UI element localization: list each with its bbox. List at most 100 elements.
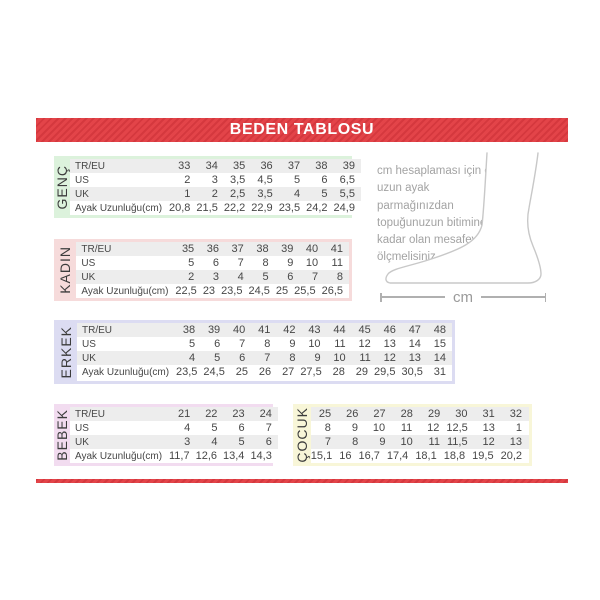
size-cell: 35 (181, 243, 195, 255)
size-cell: 5 (211, 422, 218, 434)
size-cell: 1 (184, 188, 191, 200)
size-cell: 31 (482, 408, 495, 420)
size-cell: 25 (235, 366, 248, 378)
size-cell: 23 (202, 285, 216, 297)
row-label: TR/EU (75, 408, 105, 420)
row-values: 25 26 27 28 29 30 31 32 (311, 408, 529, 420)
size-cell: 47 (408, 324, 421, 336)
size-cell: 10 (308, 338, 321, 350)
size-cell: 10 (305, 257, 319, 269)
size-cell: 18,8 (443, 450, 466, 462)
size-cell: 13 (383, 338, 396, 350)
cm-measure-line: cm (380, 289, 546, 305)
size-cell: 3 (211, 174, 218, 186)
table-row: 8 9 10 11 12 12,5 13 1 (311, 421, 529, 435)
size-cell: 1 (515, 422, 522, 434)
measure-tick-left (380, 292, 382, 302)
size-table-genc: TR/EU 33 34 35 36 37 38 39 US 2 3 3,5 4,5 5 6 6,5 UK… (70, 159, 361, 215)
table-row: TR/EU 21 22 23 24 (70, 407, 278, 421)
row-values: 11,7 12,6 13,4 14,3 (169, 450, 278, 462)
section-label-text: GENÇ (54, 164, 70, 210)
size-cell: 3 (212, 271, 219, 283)
measure-line-segment (481, 296, 545, 298)
size-cell: 6 (265, 436, 272, 448)
size-table-cocuk: 25 26 27 28 29 30 31 32 8 9 10 11 12 12,5 13 1 7 8 9 10 11… (310, 407, 529, 463)
size-cell: 2,5 (229, 188, 246, 200)
size-cell: 11 (331, 257, 343, 269)
size-cell: 39 (342, 160, 355, 172)
size-cell: 11,7 (169, 450, 190, 462)
size-cell: 4 (293, 188, 301, 200)
size-cell: 35 (233, 160, 246, 172)
size-cell: 12 (427, 422, 440, 434)
size-cell: 14 (433, 352, 447, 364)
size-cell: 33 (178, 160, 191, 172)
size-cell: 9 (314, 352, 321, 364)
size-cell: 48 (433, 324, 447, 336)
size-cell: 5 (321, 188, 328, 200)
size-cell: 16 (339, 450, 352, 462)
section-label-text: ERKEK (57, 325, 74, 379)
size-cell: 5 (188, 257, 195, 269)
size-cell: 6 (287, 271, 294, 283)
size-cell: 19,5 (472, 450, 494, 462)
size-cell: 25 (275, 285, 289, 297)
size-cell: 6 (321, 174, 328, 186)
row-values: 5 6 7 8 9 10 11 12 13 14 15 (176, 338, 452, 350)
size-cell: 14,3 (250, 450, 272, 462)
size-cell: 5,5 (339, 188, 355, 200)
size-cell: 30,5 (401, 366, 423, 378)
size-cell: 6 (214, 338, 221, 350)
section-label-text: BEBEK (54, 409, 70, 461)
size-cell: 21 (177, 408, 191, 420)
row-label: US (75, 174, 89, 186)
size-cell: 29 (427, 408, 441, 420)
size-cell: 4,5 (257, 174, 273, 186)
size-cell: 20,8 (169, 202, 191, 214)
section-label-kadin: KADIN (54, 239, 76, 301)
row-values: 22,5 23 23,5 24,5 25 25,5 26,5 (175, 285, 349, 297)
table-row: US 5 6 7 8 9 10 11 (76, 256, 349, 270)
page-title: BEDEN TABLOSU (229, 121, 375, 138)
title-banner: BEDEN TABLOSU (36, 118, 568, 142)
size-cell: 30 (455, 408, 468, 420)
table-row: 7 8 9 10 11 11,5 12 13 (310, 435, 529, 449)
size-cell: 29 (355, 366, 369, 378)
row-label: Ayak Uzunluğu(cm) (75, 450, 163, 462)
row-values: 38 39 40 41 42 43 44 45 46 47 48 (176, 324, 452, 336)
size-cell: 2 (184, 174, 191, 186)
size-cell: 7 (239, 338, 246, 350)
size-cell: 29,5 (374, 366, 396, 378)
size-cell: 17,4 (386, 450, 409, 462)
size-cell: 23,5 (176, 366, 198, 378)
size-cell: 36 (206, 243, 219, 255)
size-cell: 13 (509, 436, 523, 448)
size-cell: 9 (379, 436, 386, 448)
size-section-kadin: KADIN TR/EU 35 36 37 38 39 40 41 US 5 6 7 8 9 10 11 … (54, 239, 352, 301)
size-cell: 27 (373, 408, 386, 420)
size-cell: 38 (315, 160, 328, 172)
row-label: US (81, 257, 96, 269)
table-row: UK 3 4 5 6 (70, 435, 278, 449)
row-label: TR/EU (82, 324, 112, 336)
size-cell: 24,2 (306, 202, 328, 214)
row-label: UK (75, 188, 89, 200)
size-cell: 7 (265, 422, 272, 434)
size-cell: 9 (287, 257, 294, 269)
table-row: Ayak Uzunluğu(cm) 11,7 12,6 13,4 14,3 (70, 449, 278, 463)
table-row: US 2 3 3,5 4,5 5 6 6,5 (70, 173, 361, 187)
size-cell: 32 (509, 408, 523, 420)
size-section-cocuk: ÇOCUK 25 26 27 28 29 30 31 32 8 9 10 11 12 12,5 13 1 7… (293, 404, 532, 466)
table-row: US 4 5 6 7 (70, 421, 278, 435)
size-cell: 23,5 (221, 285, 243, 297)
size-cell: 8 (352, 436, 359, 448)
size-cell: 8 (336, 271, 343, 283)
size-cell: 24 (259, 408, 272, 420)
size-cell: 44 (333, 324, 346, 336)
row-values: 2 3 3,5 4,5 5 6 6,5 (169, 174, 361, 186)
size-cell: 11 (359, 352, 371, 364)
row-label: UK (81, 271, 96, 283)
size-cell: 26 (346, 408, 359, 420)
size-section-genc: GENÇ TR/EU 33 34 35 36 37 38 39 US 2 3 3,5 4,5 5 6 6… (54, 156, 361, 218)
size-cell: 27,5 (300, 366, 322, 378)
